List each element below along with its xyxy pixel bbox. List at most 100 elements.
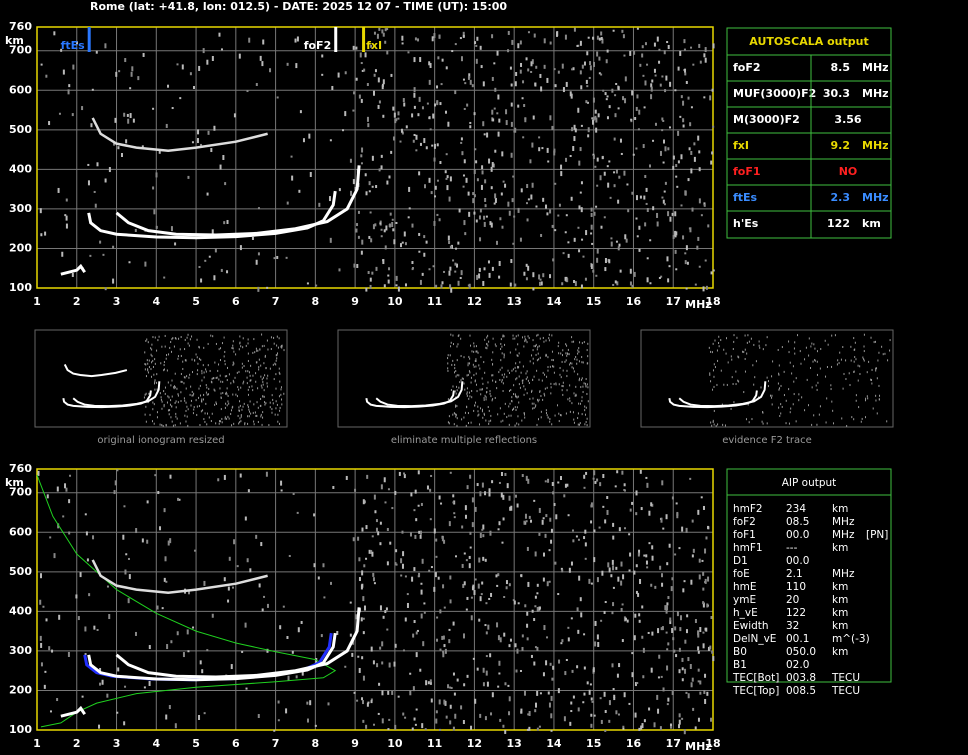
noise <box>171 350 173 353</box>
noise <box>189 393 191 396</box>
noise <box>694 619 697 624</box>
noise <box>228 417 230 420</box>
noise <box>564 360 566 363</box>
noise <box>148 366 150 369</box>
noise <box>165 123 168 128</box>
noise <box>248 415 250 418</box>
noise <box>442 652 445 658</box>
noise <box>547 160 550 163</box>
noise <box>591 242 594 245</box>
noise <box>407 51 410 54</box>
noise <box>623 54 626 57</box>
noise <box>203 393 205 396</box>
noise <box>466 405 468 408</box>
noise <box>301 671 304 676</box>
noise <box>589 65 592 71</box>
noise <box>68 531 71 535</box>
noise <box>84 653 87 656</box>
noise <box>583 61 586 66</box>
noise <box>39 635 42 641</box>
noise <box>765 344 767 347</box>
noise <box>538 725 541 728</box>
noise <box>166 401 168 404</box>
noise <box>163 369 165 372</box>
noise <box>245 344 247 347</box>
noise <box>678 719 681 725</box>
noise <box>578 402 580 405</box>
noise <box>874 340 876 343</box>
noise <box>518 352 520 355</box>
noise <box>259 348 261 351</box>
noise <box>519 40 522 45</box>
row-label: M(3000)F2 <box>733 113 800 126</box>
noise <box>484 338 486 341</box>
aip-cell: foF2 <box>733 516 756 528</box>
noise <box>401 241 404 244</box>
aip-cell: [PN] <box>866 529 888 541</box>
noise <box>626 619 629 623</box>
noise <box>861 417 863 420</box>
aip-cell: B1 <box>733 659 747 671</box>
noise <box>402 649 405 652</box>
noise <box>521 419 523 422</box>
noise <box>361 697 364 701</box>
noise <box>556 31 559 37</box>
noise <box>517 207 520 213</box>
noise <box>845 359 847 362</box>
noise <box>276 403 278 406</box>
noise <box>180 372 182 375</box>
noise <box>277 420 279 423</box>
noise <box>412 686 415 692</box>
noise <box>292 492 295 495</box>
noise <box>718 345 720 348</box>
noise <box>536 369 538 372</box>
aip-cell: 234 <box>786 503 806 515</box>
noise <box>153 422 155 425</box>
noise <box>542 517 545 520</box>
noise <box>813 343 815 346</box>
noise <box>508 696 511 702</box>
noise <box>493 202 496 205</box>
noise <box>554 84 557 88</box>
noise <box>504 729 507 734</box>
noise <box>590 502 593 508</box>
aip-cell: 003.8 <box>786 672 816 684</box>
noise <box>447 362 449 365</box>
noise <box>713 363 715 366</box>
noise <box>517 415 519 418</box>
noise <box>466 596 469 600</box>
noise <box>876 367 878 370</box>
noise <box>385 607 388 611</box>
noise <box>644 222 647 227</box>
noise <box>404 617 407 622</box>
noise <box>461 151 464 156</box>
noise <box>192 85 195 89</box>
noise <box>455 247 458 250</box>
noise <box>497 635 500 641</box>
noise <box>152 359 154 362</box>
noise <box>468 355 470 358</box>
noise <box>450 388 452 391</box>
noise <box>449 720 452 725</box>
noise <box>192 394 194 397</box>
noise <box>175 406 177 409</box>
noise <box>779 387 781 390</box>
noise <box>660 675 663 678</box>
noise <box>570 701 573 705</box>
noise <box>532 339 534 342</box>
noise <box>481 377 483 380</box>
noise <box>92 535 95 540</box>
noise <box>525 475 528 481</box>
noise <box>591 700 594 703</box>
noise <box>439 102 442 106</box>
noise <box>646 566 649 569</box>
noise <box>493 62 496 65</box>
noise <box>678 724 681 729</box>
noise <box>550 695 553 701</box>
noise <box>583 666 586 670</box>
noise <box>638 109 641 115</box>
aip-cell: km <box>832 646 848 658</box>
noise <box>65 198 68 202</box>
noise <box>600 225 603 229</box>
noise <box>102 253 105 256</box>
